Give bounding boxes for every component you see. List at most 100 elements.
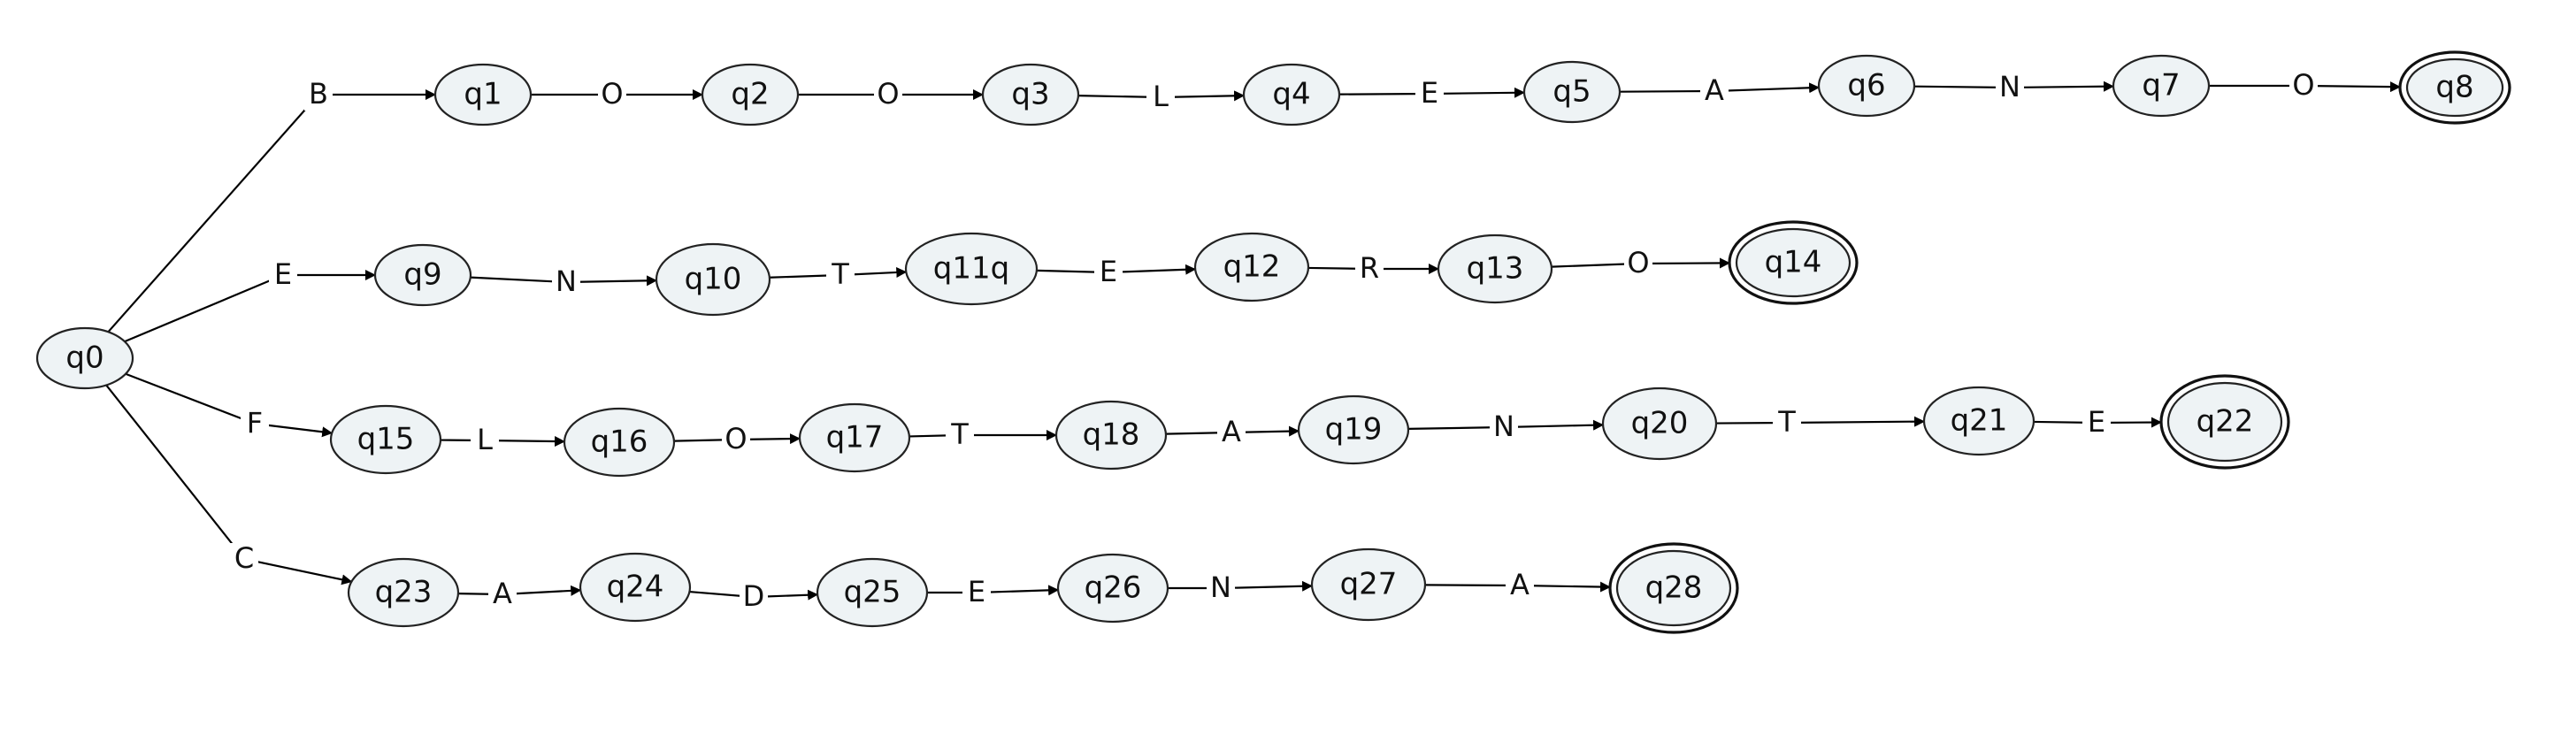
transition-label-bg xyxy=(1490,411,1518,443)
transition-label-bg xyxy=(1773,407,1801,439)
transition-arrow xyxy=(1503,419,1605,431)
state-ellipse xyxy=(816,557,929,628)
transition-label: A xyxy=(1222,415,1241,448)
state-q24: q24 xyxy=(579,552,692,623)
state-ellipse xyxy=(1817,54,1916,118)
state-label: q19 xyxy=(1325,412,1383,448)
transition-label-bg xyxy=(2082,407,2111,439)
transition-q0-q1: B xyxy=(107,77,436,333)
state-q27: q27 xyxy=(1310,547,1427,622)
transition-arrow xyxy=(1519,581,1612,593)
transition-label-bg xyxy=(1146,81,1175,113)
state-q11: q11q xyxy=(904,232,1039,306)
state-label: q13 xyxy=(1467,251,1524,287)
transition-label: L xyxy=(477,423,493,456)
transition-q19-q20: N xyxy=(1407,409,1605,443)
transition-label-bg xyxy=(552,266,580,298)
transition-label-bg xyxy=(722,424,750,455)
transition-arrow xyxy=(1220,580,1314,592)
transition-label: B xyxy=(309,77,328,111)
accept-state-outer-ring xyxy=(1608,542,1739,634)
transition-label: E xyxy=(274,257,292,291)
state-ellipse xyxy=(433,63,533,126)
state-ellipse xyxy=(2405,57,2504,118)
state-q21: q21 xyxy=(1922,386,2036,456)
transition-label: N xyxy=(556,264,577,298)
transition-arrow xyxy=(1786,416,1926,427)
transition-q13-q14: O xyxy=(1551,246,1731,279)
transition-label: E xyxy=(1421,76,1438,110)
transition-label-bg xyxy=(230,543,258,575)
state-q3: q3 xyxy=(981,63,1080,126)
state-ellipse xyxy=(1437,233,1553,304)
transition-q0-q9: E xyxy=(124,257,376,343)
state-q25: q25 xyxy=(816,557,929,628)
state-ellipse xyxy=(2166,381,2283,463)
transition-label-bg xyxy=(488,578,517,610)
transition-q25-q26: E xyxy=(927,575,1060,608)
transition-label: C xyxy=(234,541,254,575)
transition-q4-q5: E xyxy=(1338,76,1526,110)
state-ellipse xyxy=(563,407,676,478)
transition-q1-q2: O xyxy=(531,77,703,111)
transition-label: R xyxy=(1360,251,1379,285)
accept-state-outer-ring xyxy=(2398,50,2511,125)
state-q17: q17 xyxy=(798,402,911,473)
state-label: q15 xyxy=(357,422,415,457)
state-ellipse xyxy=(798,402,911,473)
transition-label: O xyxy=(2292,68,2314,102)
transition-q15-q16: L xyxy=(440,423,566,456)
state-label: q7 xyxy=(2142,68,2180,103)
transition-q24-q25: D xyxy=(689,579,819,613)
state-q1: q1 xyxy=(433,63,533,126)
state-q19: q19 xyxy=(1297,394,1410,465)
state-label: q5 xyxy=(1552,74,1591,110)
transition-label-bg xyxy=(1355,253,1384,285)
transition-arrow xyxy=(2009,80,2115,92)
transition-q2-q3: O xyxy=(798,77,984,111)
state-label: q10 xyxy=(685,262,742,297)
transition-label-bg xyxy=(946,419,974,451)
state-label: q16 xyxy=(591,425,648,460)
state-label: q17 xyxy=(826,420,884,455)
transition-label: E xyxy=(2088,405,2105,439)
state-label: q8 xyxy=(2435,70,2473,105)
accept-state-outer-ring xyxy=(1728,220,1859,305)
transition-q7-q8: O xyxy=(2209,68,2402,102)
state-q10: q10 xyxy=(655,242,771,317)
state-ellipse xyxy=(35,326,134,390)
state-q9: q9 xyxy=(373,243,472,307)
transition-q27-q28: A xyxy=(1424,568,1612,601)
transition-label: E xyxy=(968,575,985,608)
transition-q26-q27: N xyxy=(1168,570,1314,604)
state-q5: q5 xyxy=(1522,60,1622,124)
transition-line xyxy=(125,372,256,425)
transition-label: O xyxy=(877,77,899,111)
state-label: q3 xyxy=(1011,77,1049,112)
transition-label-bg xyxy=(1415,78,1444,110)
transition-label-bg xyxy=(241,408,269,440)
state-ellipse xyxy=(1615,549,1732,627)
transition-label: L xyxy=(1153,80,1169,113)
transition-q20-q21: T xyxy=(1715,405,1926,439)
transition-q5-q6: A xyxy=(1619,73,1821,107)
transition-line xyxy=(1407,425,1505,431)
state-ellipse xyxy=(1054,400,1168,471)
transition-label: A xyxy=(493,577,512,610)
transition-label-bg xyxy=(1700,75,1729,107)
state-q20: q20 xyxy=(1601,386,1718,461)
transition-line xyxy=(1619,89,1715,93)
transition-q17-q18: T xyxy=(908,417,1057,451)
transition-arrow xyxy=(565,275,658,287)
state-label: q20 xyxy=(1631,406,1689,441)
state-ellipse xyxy=(655,242,771,317)
accept-state-q28: q28 xyxy=(1608,542,1739,634)
transition-line xyxy=(1551,262,1639,268)
state-ellipse xyxy=(904,232,1039,306)
state-ellipse xyxy=(1922,386,2036,456)
transition-arrow xyxy=(1637,257,1731,269)
state-ellipse xyxy=(701,63,800,126)
transition-arrow xyxy=(243,557,353,585)
state-q15: q15 xyxy=(329,404,442,475)
